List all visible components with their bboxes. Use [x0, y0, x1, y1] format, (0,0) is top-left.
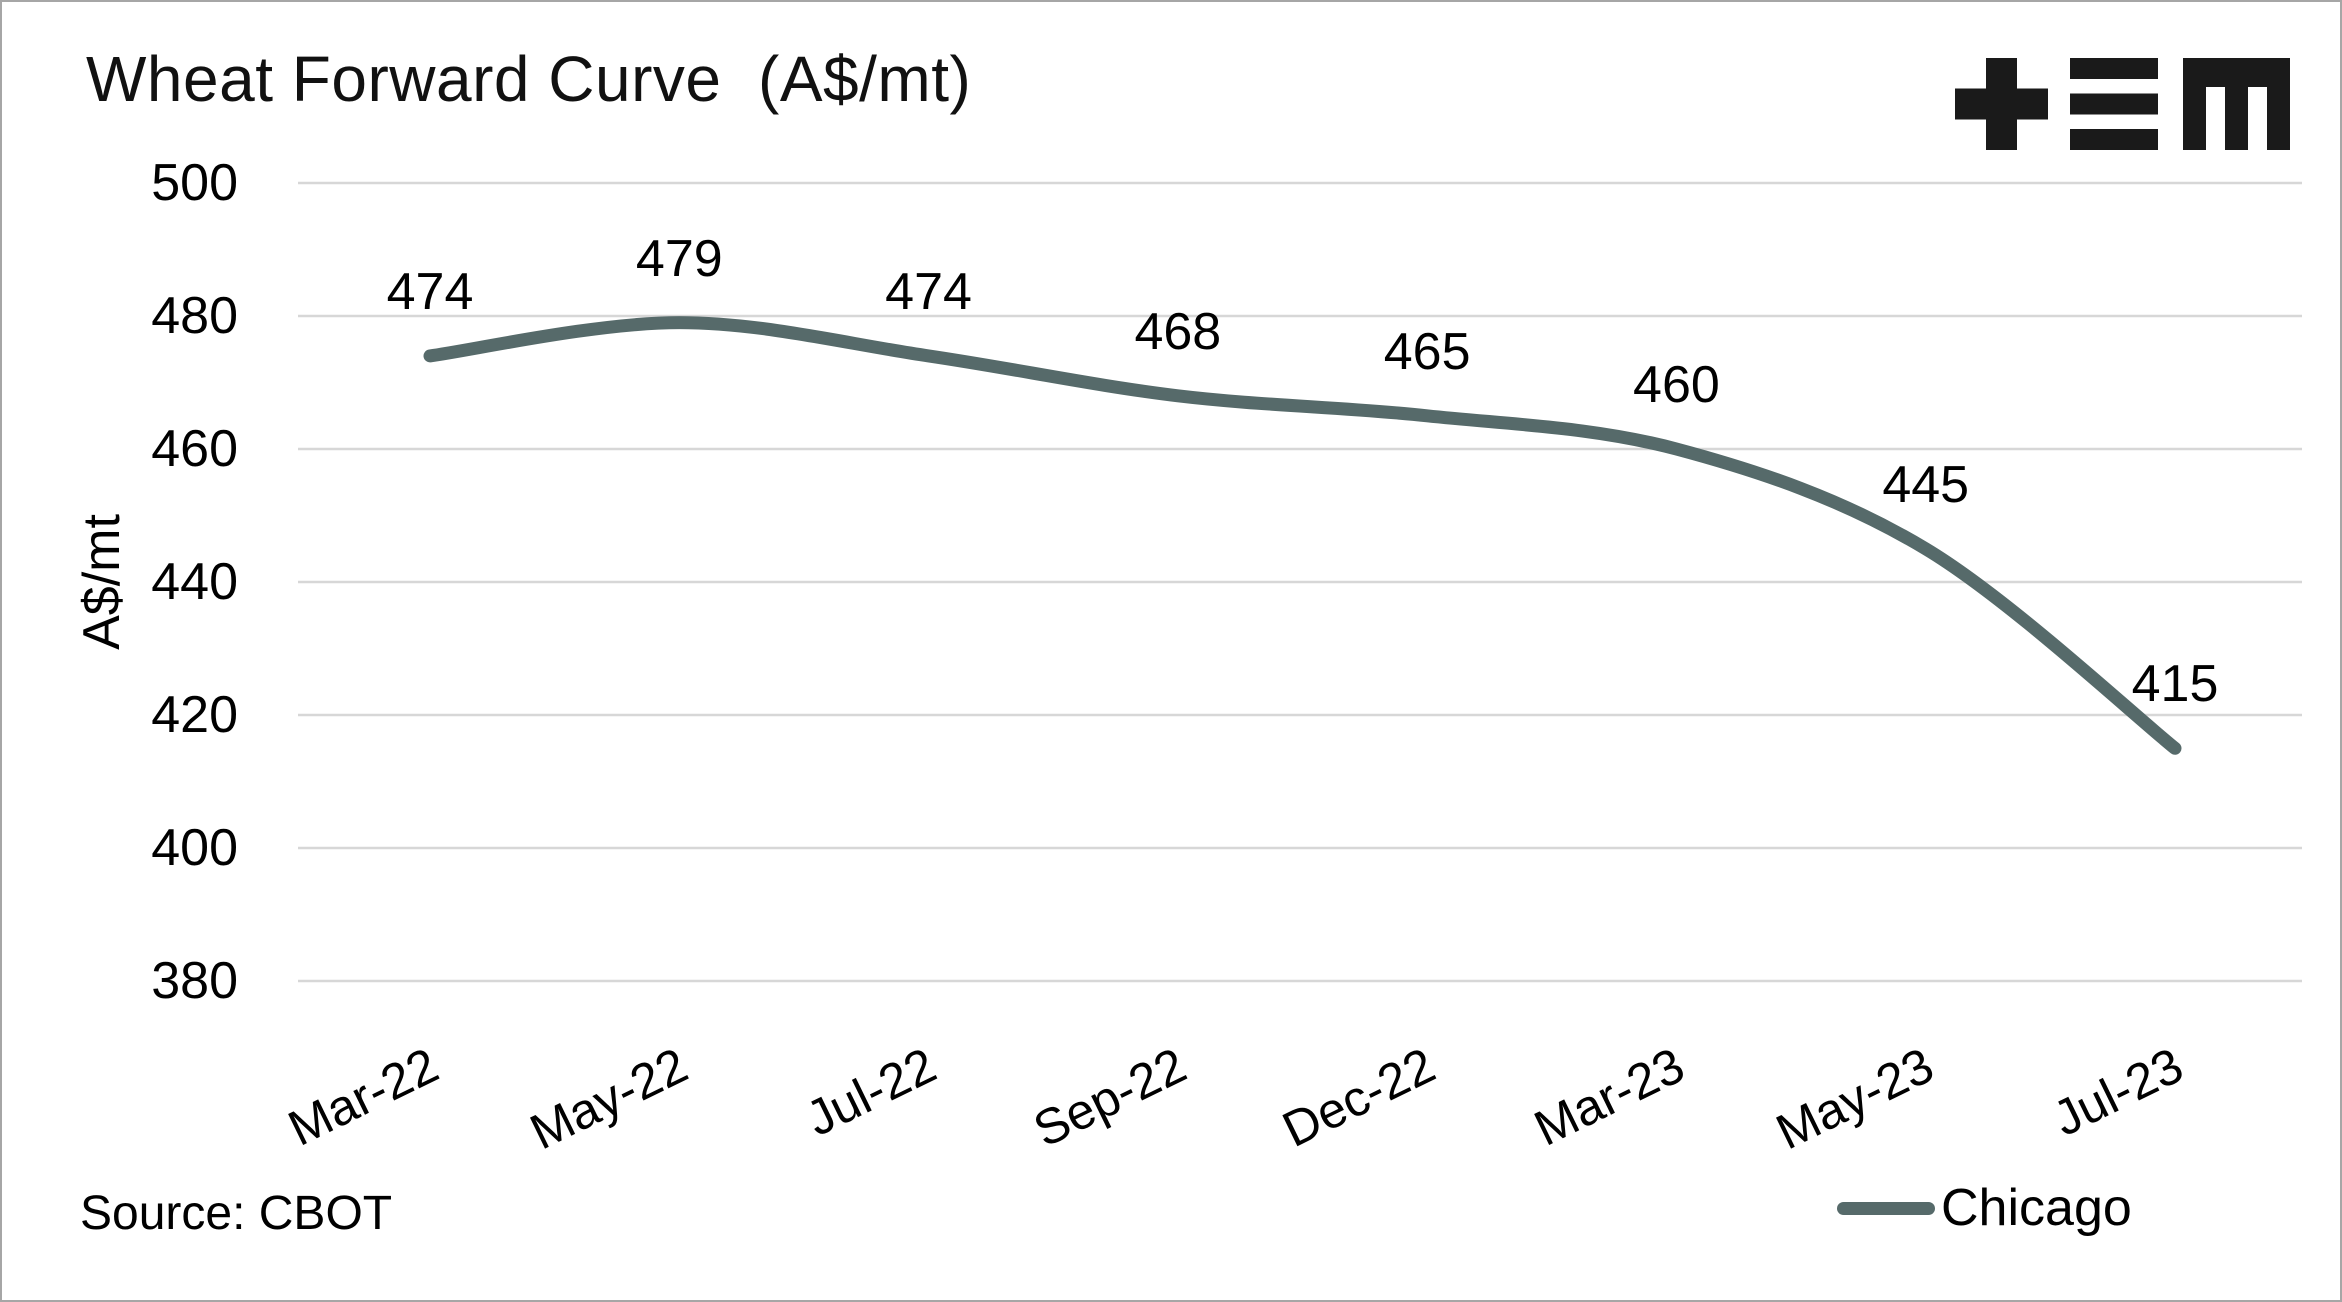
- data-label: 445: [1882, 455, 1970, 514]
- data-label: 474: [386, 262, 474, 321]
- data-label: 479: [635, 229, 723, 288]
- y-tick-label: 420: [151, 686, 238, 744]
- legend: Chicago: [1837, 1180, 2132, 1236]
- y-tick-label: 500: [151, 154, 238, 212]
- m-glyph-icon: [2183, 58, 2290, 150]
- plus-icon: [1955, 58, 2048, 150]
- series-line-chicago: [423, 316, 2182, 755]
- y-tick-label: 440: [151, 553, 238, 611]
- y-tick-label: 480: [151, 287, 238, 345]
- triple-bar-icon: [2070, 58, 2158, 150]
- data-label: 460: [1633, 356, 1720, 414]
- chart-title: Wheat Forward Curve (A$/mt): [86, 43, 972, 115]
- source-note: Source: CBOT: [80, 1187, 393, 1240]
- legend-line-swatch: [1837, 1201, 1935, 1215]
- y-tick-label: 460: [151, 420, 238, 478]
- data-label: 465: [1383, 322, 1471, 381]
- legend-label: Chicago: [1941, 1179, 2132, 1237]
- data-label: 474: [885, 262, 972, 321]
- plus-triplebar-m-logo-icon: [1955, 58, 2290, 150]
- data-label: 415: [2131, 655, 2219, 714]
- data-label: 468: [1134, 302, 1222, 361]
- y-axis-title: A$/mt: [73, 514, 131, 650]
- y-tick-label: 400: [151, 819, 238, 877]
- tem-logo: [1955, 58, 2290, 150]
- y-tick-label: 380: [151, 952, 238, 1010]
